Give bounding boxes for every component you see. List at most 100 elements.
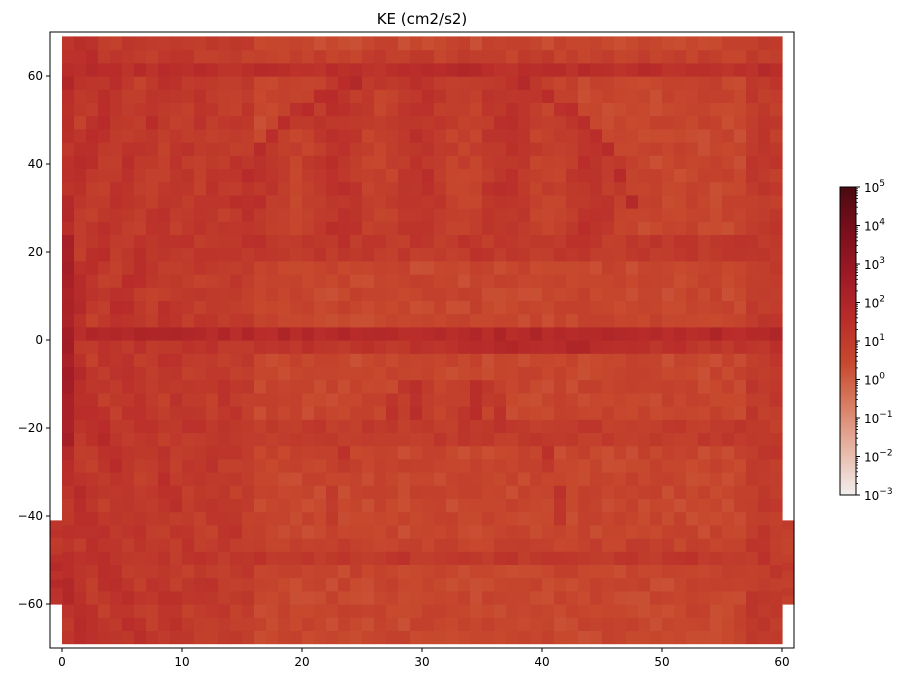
heatmap-cell: [182, 62, 195, 77]
heatmap-cell: [542, 538, 555, 552]
heatmap-cell: [266, 102, 279, 117]
heatmap-cell: [278, 326, 291, 341]
heatmap-cell: [614, 340, 627, 354]
heatmap-cell: [434, 300, 447, 315]
heatmap-cell: [122, 472, 135, 486]
heatmap-cell: [338, 379, 351, 394]
heatmap-cell: [614, 168, 627, 183]
heatmap-cell: [230, 313, 243, 328]
heatmap-cell: [410, 340, 423, 354]
heatmap-cell: [314, 353, 327, 367]
heatmap-cell: [266, 538, 279, 552]
heatmap-cell: [110, 62, 123, 77]
heatmap-cell: [542, 128, 555, 143]
heatmap-cell: [170, 36, 183, 51]
heatmap-cell: [254, 221, 267, 235]
heatmap-cell: [554, 406, 567, 420]
heatmap-cell: [110, 630, 123, 645]
heatmap-cell: [146, 353, 159, 367]
heatmap-cell: [230, 76, 243, 90]
heatmap-cell: [158, 247, 171, 262]
heatmap-cell: [194, 142, 207, 156]
heatmap-cell: [626, 419, 639, 433]
heatmap-cell: [686, 432, 699, 447]
heatmap-cell: [302, 353, 315, 367]
heatmap-cell: [62, 498, 75, 513]
heatmap-cell: [158, 168, 171, 183]
heatmap-cell: [146, 340, 159, 354]
heatmap-cell: [266, 128, 279, 143]
heatmap-cell: [458, 76, 471, 90]
heatmap-cell: [446, 551, 459, 565]
heatmap-cell: [134, 128, 147, 143]
heatmap-cell: [770, 181, 783, 196]
heatmap-cell: [230, 538, 243, 552]
heatmap-cell: [350, 458, 363, 473]
heatmap-cell: [506, 313, 519, 328]
heatmap-cell: [386, 115, 399, 130]
heatmap-cell: [602, 155, 615, 169]
heatmap-cell: [278, 538, 291, 552]
heatmap-cell: [350, 419, 363, 433]
heatmap-cell: [134, 511, 147, 526]
heatmap-cell: [206, 313, 219, 328]
heatmap-cell: [290, 419, 303, 433]
heatmap-cell: [62, 221, 75, 235]
colorbar-tick-label: 101: [864, 333, 885, 349]
heatmap-cell: [770, 76, 783, 90]
heatmap-cell: [638, 76, 651, 90]
heatmap-cell: [86, 538, 99, 552]
heatmap-cell: [734, 76, 747, 90]
heatmap-cell: [482, 392, 495, 407]
heatmap-cell: [758, 498, 771, 513]
heatmap-cell: [434, 313, 447, 328]
heatmap-cell: [722, 247, 735, 262]
heatmap-cell: [746, 274, 759, 288]
heatmap-cell: [314, 419, 327, 433]
heatmap-cell: [530, 194, 543, 209]
heatmap-cell: [542, 115, 555, 130]
heatmap-cell: [650, 353, 663, 367]
heatmap-cell: [62, 36, 75, 51]
heatmap-cell: [146, 194, 159, 209]
heatmap-cell: [542, 274, 555, 288]
heatmap-cell: [386, 617, 399, 631]
heatmap-cell: [746, 208, 759, 222]
heatmap-cell: [506, 221, 519, 235]
colorbar-tick-base: 10: [864, 258, 879, 272]
heatmap-cell: [578, 538, 591, 552]
heatmap-cell: [506, 36, 519, 51]
heatmap-cell: [506, 564, 519, 579]
heatmap-cell: [602, 577, 615, 592]
heatmap-cell: [458, 524, 471, 539]
heatmap-cell: [722, 194, 735, 209]
heatmap-cell: [398, 485, 411, 499]
heatmap-cell: [146, 326, 159, 341]
heatmap-cell: [446, 155, 459, 169]
heatmap-cell: [626, 590, 639, 605]
heatmap-cell: [518, 313, 531, 328]
heatmap-cell: [398, 406, 411, 420]
heatmap-cell: [206, 36, 219, 51]
heatmap-cell: [398, 379, 411, 394]
heatmap-cell: [146, 617, 159, 631]
heatmap-cell: [626, 168, 639, 183]
heatmap-cell: [422, 76, 435, 90]
heatmap-cell: [182, 617, 195, 631]
heatmap-cell: [410, 36, 423, 51]
heatmap-cell: [158, 379, 171, 394]
heatmap-cell: [218, 274, 231, 288]
heatmap-cell: [674, 102, 687, 117]
heatmap-cell: [374, 155, 387, 169]
heatmap-cell: [494, 445, 507, 460]
heatmap-cell: [266, 590, 279, 605]
heatmap-cell: [218, 221, 231, 235]
heatmap-cell: [698, 551, 711, 565]
heatmap-cell: [698, 76, 711, 90]
heatmap-cell: [770, 287, 783, 301]
heatmap-cell: [482, 498, 495, 513]
heatmap-cell: [410, 538, 423, 552]
heatmap-cell: [158, 353, 171, 367]
heatmap-cell: [518, 326, 531, 341]
heatmap-cell: [566, 538, 579, 552]
